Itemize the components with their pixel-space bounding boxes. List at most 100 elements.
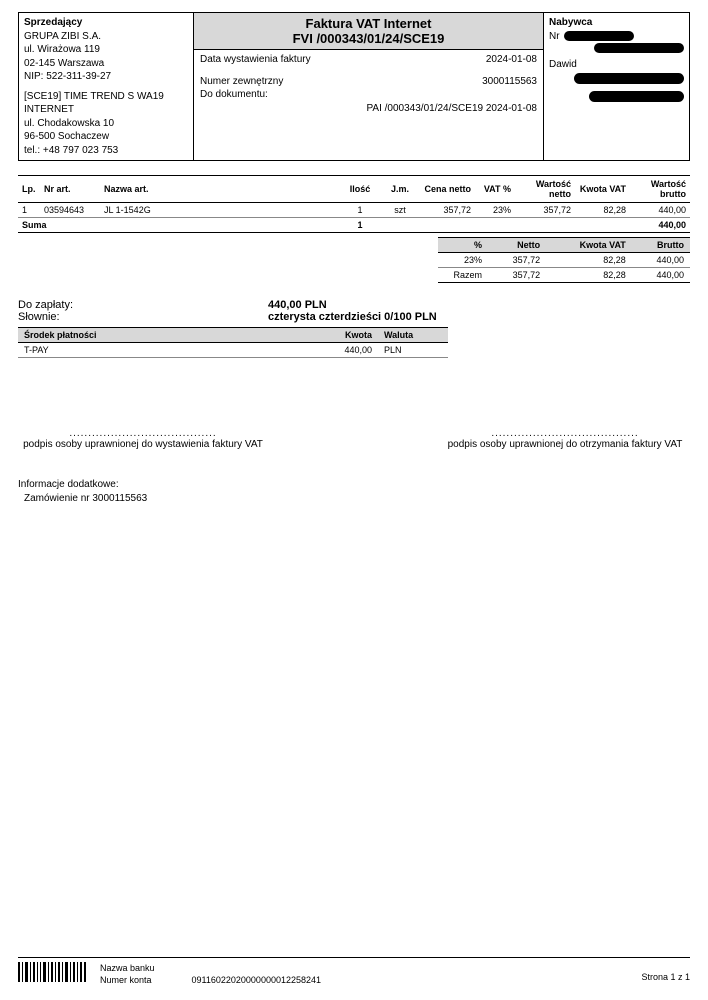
invoice-title: Faktura VAT Internet FVI /000343/01/24/S… <box>194 13 543 50</box>
seller-box: Sprzedający GRUPA ZIBI S.A. ul. Wirażowa… <box>19 13 194 160</box>
meta-ext-value: 3000115563 <box>482 75 537 89</box>
footer: Nazwa banku Numer konta 0911602202000000… <box>18 957 690 986</box>
th-cena: Cena netto <box>420 176 475 203</box>
seller-addr2: 02-145 Warszawa <box>24 57 188 71</box>
table-row: T-PAY 440,00 PLN <box>18 343 448 358</box>
words-label: Słownie: <box>18 311 268 323</box>
th-amount: Kwota <box>318 328 378 343</box>
buyer-nr-label: Nr <box>549 30 560 44</box>
seller-heading: Sprzedający <box>24 16 188 30</box>
footer-left: Nazwa banku Numer konta 0911602202000000… <box>100 962 641 986</box>
sig-left-text: podpis osoby uprawnionej do wystawienia … <box>18 439 268 450</box>
pay-method: T-PAY <box>18 343 318 358</box>
items-table: Lp. Nr art. Nazwa art. Ilość J.m. Cena n… <box>18 175 690 233</box>
seller-branch3: 96-500 Sochaczew <box>24 130 188 144</box>
extra-line1: Zamówienie nr 3000115563 <box>24 492 690 506</box>
seller-nip: NIP: 522-311-39-27 <box>24 70 188 84</box>
th-kvat: Kwota VAT <box>575 176 630 203</box>
meta-ext-label: Numer zewnętrzny <box>200 75 283 89</box>
th-nrart: Nr art. <box>40 176 100 203</box>
title-line1: Faktura VAT Internet <box>198 16 539 31</box>
redaction-icon <box>564 31 634 41</box>
payment-table: Środek płatności Kwota Waluta T-PAY 440,… <box>18 327 448 358</box>
sum-row: Suma 1 440,00 <box>18 218 690 233</box>
vs-kvat: 82,28 <box>546 253 632 268</box>
cell-cena: 357,72 <box>420 203 475 218</box>
pay-amount: 440,00 <box>318 343 378 358</box>
th-wbrutto: Wartość brutto <box>630 176 690 203</box>
vs-total-label: Razem <box>438 268 488 283</box>
vat-summary-table: % Netto Kwota VAT Brutto 23% 357,72 82,2… <box>438 237 690 283</box>
th-wnetto: Wartość netto <box>515 176 575 203</box>
barcode-icon <box>18 962 88 982</box>
meta-doc-label: Do dokumentu: <box>200 88 537 102</box>
buyer-name: Dawid <box>549 58 684 72</box>
acct-value: 09116022020000000012258241 <box>192 974 321 986</box>
to-pay-value: 440,00 PLN <box>268 299 327 311</box>
signature-right: ....................................... … <box>440 428 690 450</box>
dots-right: ....................................... <box>440 428 690 439</box>
sum-ilosc: 1 <box>340 218 380 233</box>
th-netto: Netto <box>488 238 546 253</box>
cell-ilosc: 1 <box>340 203 380 218</box>
redaction-icon <box>589 91 684 102</box>
seller-tel: tel.: +48 797 023 753 <box>24 144 188 158</box>
redaction-icon <box>594 43 684 53</box>
vat-total-row: Razem 357,72 82,28 440,00 <box>438 268 690 283</box>
th-brutto: Brutto <box>632 238 690 253</box>
meta-date-label: Data wystawienia faktury <box>200 53 311 67</box>
cell-wbrutto: 440,00 <box>630 203 690 218</box>
vs-netto: 357,72 <box>488 253 546 268</box>
cell-nrart: 03594643 <box>40 203 100 218</box>
to-pay-label: Do zapłaty: <box>18 299 268 311</box>
table-row: 1 03594643 JL 1-1542G 1 szt 357,72 23% 3… <box>18 203 690 218</box>
th-lp: Lp. <box>18 176 40 203</box>
seller-addr1: ul. Wirażowa 119 <box>24 43 188 57</box>
acct-label: Numer konta <box>100 974 152 986</box>
cell-lp: 1 <box>18 203 40 218</box>
th-kvat2: Kwota VAT <box>546 238 632 253</box>
redaction-icon <box>574 73 684 84</box>
extra-info: Informacje dodatkowe: Zamówienie nr 3000… <box>18 478 690 505</box>
center-box: Faktura VAT Internet FVI /000343/01/24/S… <box>194 13 544 160</box>
vs-brutto: 440,00 <box>632 253 690 268</box>
signature-left: ....................................... … <box>18 428 268 450</box>
buyer-box: Nabywca Nr Dawid <box>544 13 689 160</box>
vs-pct: 23% <box>438 253 488 268</box>
th-curr: Waluta <box>378 328 448 343</box>
cell-jm: szt <box>380 203 420 218</box>
footer-right: Strona 1 z 1 <box>641 962 690 982</box>
cell-vat: 23% <box>475 203 515 218</box>
dots-left: ....................................... <box>18 428 268 439</box>
extra-heading: Informacje dodatkowe: <box>18 478 690 492</box>
title-line2: FVI /000343/01/24/SCE19 <box>198 31 539 46</box>
th-method: Środek płatności <box>18 328 318 343</box>
th-nazwa: Nazwa art. <box>100 176 340 203</box>
buyer-heading: Nabywca <box>549 16 684 30</box>
bank-label: Nazwa banku <box>100 962 641 974</box>
sig-right-text: podpis osoby uprawnionej do otrzymania f… <box>440 439 690 450</box>
vs-total-netto: 357,72 <box>488 268 546 283</box>
cell-wnetto: 357,72 <box>515 203 575 218</box>
meta-doc-value: PAI /000343/01/24/SCE19 2024-01-08 <box>200 102 537 116</box>
seller-branch2: ul. Chodakowska 10 <box>24 117 188 131</box>
payment-block: Do zapłaty: 440,00 PLN Słownie: czteryst… <box>18 299 690 358</box>
signatures-row: ....................................... … <box>18 428 690 450</box>
sum-label: Suma <box>18 218 340 233</box>
seller-name: GRUPA ZIBI S.A. <box>24 30 188 44</box>
th-pct: % <box>438 238 488 253</box>
cell-nazwa: JL 1-1542G <box>100 203 340 218</box>
sum-brutto: 440,00 <box>630 218 690 233</box>
words-value: czterysta czterdzieści 0/100 PLN <box>268 311 437 323</box>
seller-branch1: [SCE19] TIME TREND S WA19 INTERNET <box>24 90 188 117</box>
header-boxes: Sprzedający GRUPA ZIBI S.A. ul. Wirażowa… <box>18 12 690 161</box>
th-jm: J.m. <box>380 176 420 203</box>
vs-total-brutto: 440,00 <box>632 268 690 283</box>
table-row: 23% 357,72 82,28 440,00 <box>438 253 690 268</box>
th-ilosc: Ilość <box>340 176 380 203</box>
meta-date-value: 2024-01-08 <box>486 53 537 67</box>
vs-total-kvat: 82,28 <box>546 268 632 283</box>
th-vat: VAT % <box>475 176 515 203</box>
meta-block: Data wystawienia faktury 2024-01-08 Nume… <box>194 50 543 118</box>
pay-curr: PLN <box>378 343 448 358</box>
